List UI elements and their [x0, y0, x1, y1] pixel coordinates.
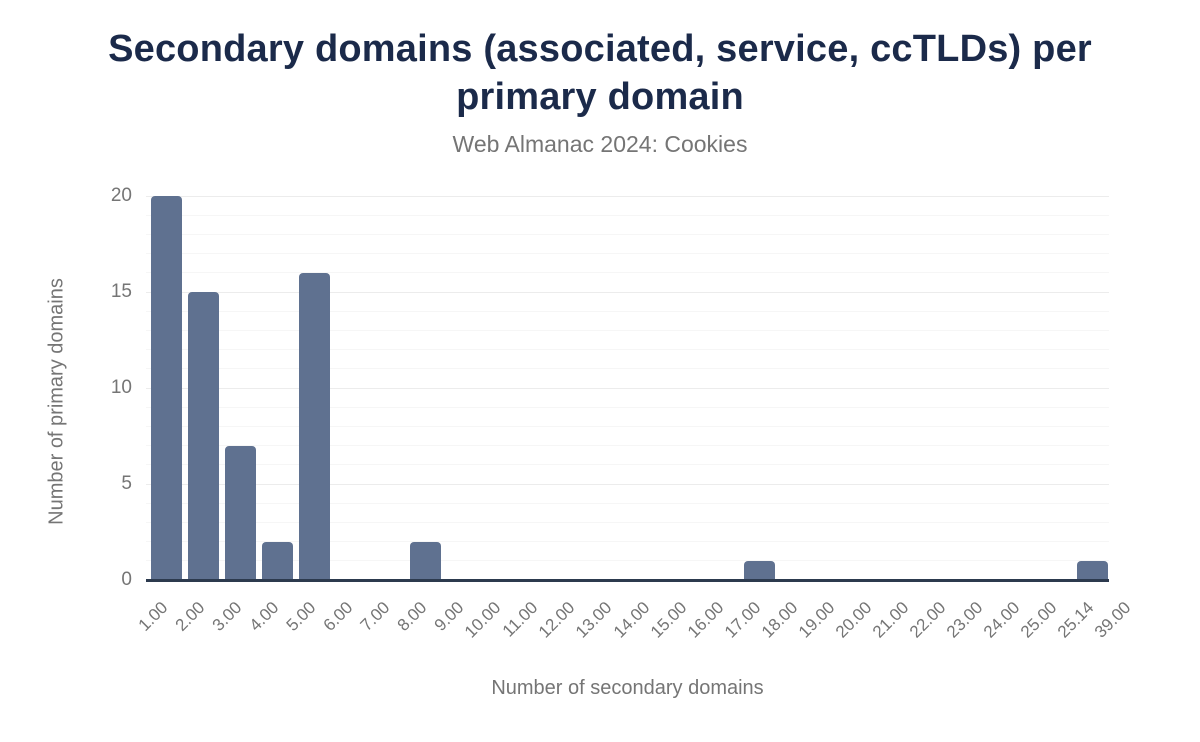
gridline-major	[146, 195, 1109, 197]
bar	[225, 445, 257, 580]
y-tick-label: 5	[121, 473, 132, 494]
x-tick-label: 12.00	[535, 598, 579, 642]
x-tick-label: 25.14	[1053, 598, 1098, 642]
gridline-minor	[146, 406, 1109, 408]
chart-subtitle: Web Almanac 2024: Cookies	[452, 131, 748, 157]
gridline-minor	[146, 253, 1109, 255]
gridline-minor	[146, 233, 1109, 235]
bar	[262, 541, 294, 580]
bar	[151, 196, 183, 580]
x-tick-label: 2.00	[171, 598, 209, 635]
gridline-minor	[146, 272, 1109, 274]
x-tick-label: 17.00	[720, 598, 765, 642]
x-tick-label: 10.00	[461, 598, 505, 642]
x-tick-label: 1.00	[134, 598, 172, 635]
x-tick-label: 24.00	[979, 598, 1024, 642]
gridline-minor	[146, 464, 1109, 466]
x-tick-label: 15.00	[646, 598, 690, 642]
x-tick-label: 20.00	[831, 598, 876, 642]
y-tick-label: 15	[110, 281, 132, 302]
gridline-major	[146, 483, 1109, 485]
x-tick-label: 13.00	[572, 598, 616, 642]
y-tick-label: 20	[110, 185, 132, 206]
x-axis-title: Number of secondary domains	[491, 677, 764, 699]
bar	[299, 272, 331, 580]
x-tick-label: 22.00	[905, 598, 950, 642]
gridline-minor	[146, 502, 1109, 504]
x-tick-label: 3.00	[208, 598, 246, 635]
x-tick-label: 21.00	[868, 598, 913, 642]
gridline-minor	[146, 214, 1109, 216]
x-tick-label: 16.00	[683, 598, 727, 642]
gridline-minor	[146, 368, 1109, 370]
bar	[743, 560, 775, 580]
gridline-major	[146, 387, 1109, 389]
x-tick-label: 5.00	[282, 598, 320, 635]
gridline-minor	[146, 329, 1109, 331]
x-tick-label: 8.00	[393, 598, 431, 635]
x-tick-label: 39.00	[1090, 598, 1135, 642]
gridline-minor	[146, 310, 1109, 312]
y-tick-label: 0	[121, 569, 132, 590]
x-tick-label: 18.00	[757, 598, 802, 642]
gridline-minor	[146, 349, 1109, 351]
x-axis-line	[146, 579, 1109, 582]
x-tick-label: 11.00	[499, 598, 542, 641]
gridline-minor	[146, 560, 1109, 562]
x-tick-label: 7.00	[356, 598, 394, 635]
bar	[1076, 560, 1108, 580]
x-tick-label: 25.00	[1016, 598, 1061, 642]
gridline-minor	[146, 541, 1109, 543]
x-tick-label: 14.00	[609, 598, 653, 642]
chart-title-text: Secondary domains (associated, service, …	[108, 28, 1092, 118]
bar	[410, 541, 442, 580]
x-tick-label: 6.00	[319, 598, 357, 635]
gridline-major	[146, 291, 1109, 293]
gridline-minor	[146, 425, 1109, 427]
bar	[188, 292, 220, 580]
x-tick-label: 23.00	[942, 598, 987, 642]
gridline-minor	[146, 445, 1109, 447]
chart-title: Secondary domains (associated, service, …	[0, 26, 1200, 122]
x-tick-label: 4.00	[245, 598, 283, 635]
gridline-minor	[146, 521, 1109, 523]
y-tick-label: 10	[110, 377, 132, 398]
x-tick-label: 19.00	[794, 598, 839, 642]
